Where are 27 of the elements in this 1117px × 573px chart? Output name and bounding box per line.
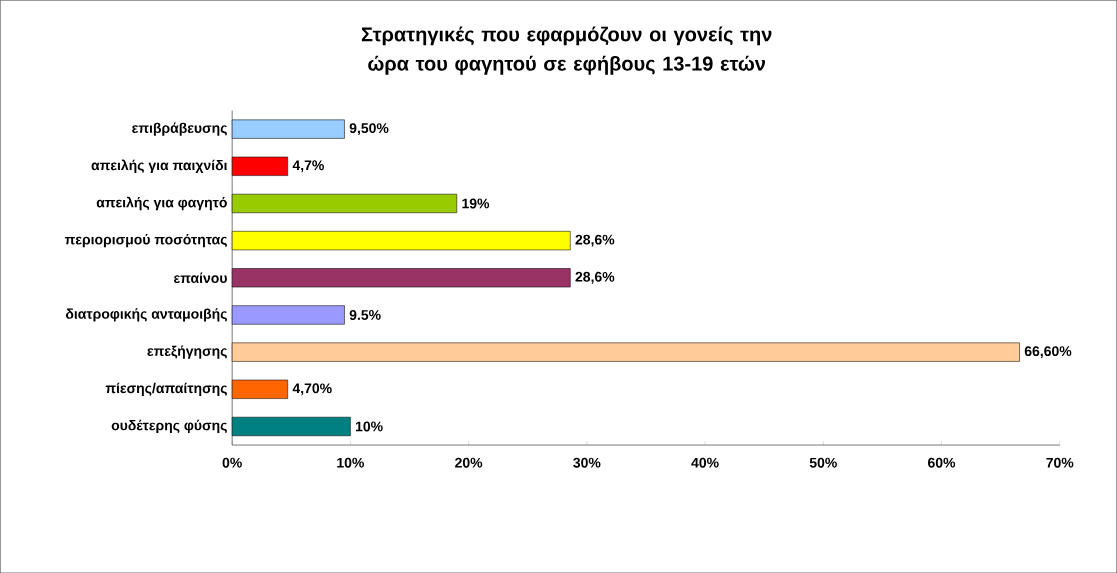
y-tick-label: περιορισμού ποσότητας — [64, 233, 227, 248]
y-tick-label: πίεσης/απαίτησης — [105, 382, 227, 396]
data-label: 19% — [462, 198, 490, 209]
data-label: 4,70% — [292, 383, 332, 396]
data-label: 28,6% — [575, 271, 615, 284]
data-label: 9,50% — [349, 123, 389, 135]
y-tick-label: επαίνου — [174, 272, 227, 283]
data-label: 66,60% — [1024, 346, 1072, 358]
data-label: 10% — [355, 421, 383, 432]
data-label: 9.5% — [349, 309, 381, 320]
y-tick-label: ουδέτερης φύσης — [111, 419, 227, 433]
y-tick-label: διατροφικής ανταμοιβής — [65, 308, 227, 322]
x-tick-label: 60% — [928, 457, 956, 468]
x-tick-label: 50% — [809, 457, 837, 468]
x-tick-label: 0% — [222, 457, 242, 468]
x-tick-label: 20% — [455, 457, 483, 468]
x-tick-label: 40% — [691, 457, 719, 468]
y-tick-label: επεξήγησης — [147, 345, 227, 359]
x-tick-label: 10% — [337, 457, 364, 468]
data-label: 4,7% — [292, 160, 324, 173]
y-tick-label: απειλής για παιχνίδι — [91, 159, 227, 173]
y-tick-label: επιβράβευσης — [132, 122, 227, 136]
chart-title: Στρατηγικές που εφαρμόζουν οι γονείς την ώρα του φαγητού σε εφήβους 13-19 ετών — [361, 26, 772, 75]
y-tick-label: απειλής για φαγητό — [96, 196, 227, 211]
x-tick-label: 30% — [573, 457, 601, 468]
data-label: 28,6% — [575, 234, 615, 247]
x-tick-label: 70% — [1046, 457, 1074, 468]
